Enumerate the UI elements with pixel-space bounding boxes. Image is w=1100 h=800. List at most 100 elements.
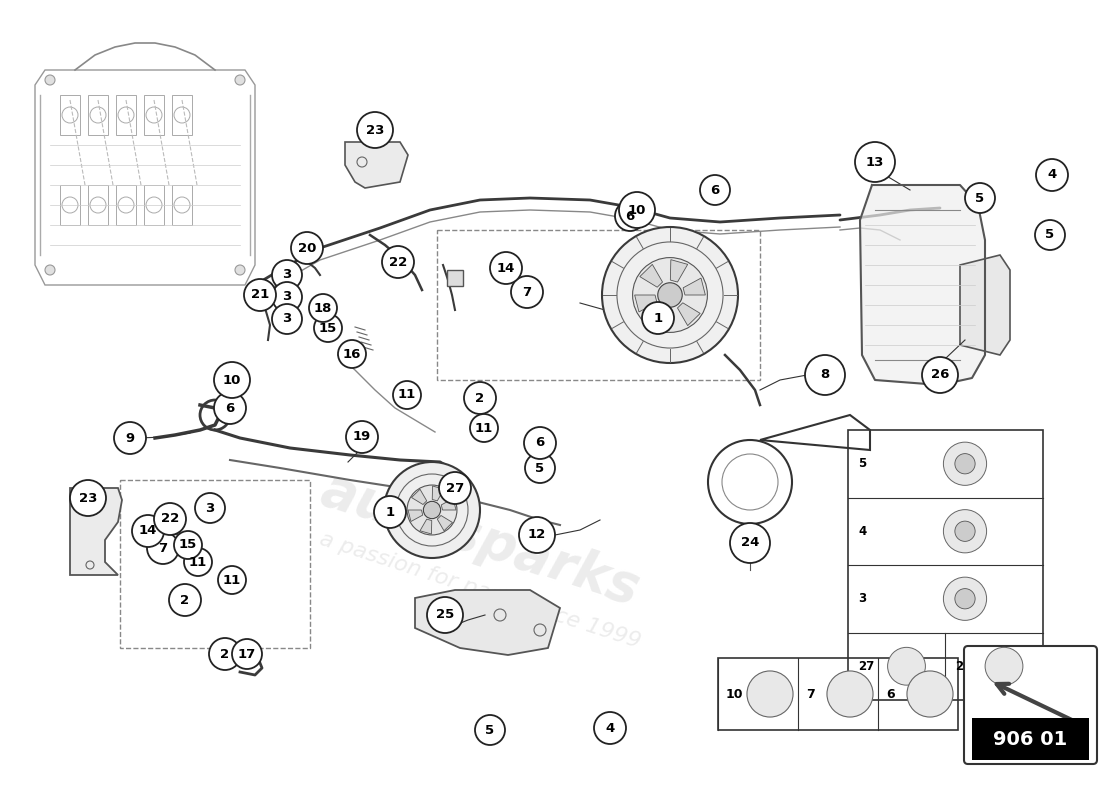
Text: 24: 24 bbox=[740, 537, 759, 550]
Circle shape bbox=[314, 314, 342, 342]
Circle shape bbox=[272, 260, 302, 290]
Text: 6: 6 bbox=[626, 210, 635, 222]
Polygon shape bbox=[860, 185, 984, 385]
Text: 8: 8 bbox=[821, 369, 829, 382]
Circle shape bbox=[174, 531, 202, 559]
Circle shape bbox=[209, 638, 241, 670]
Polygon shape bbox=[683, 278, 705, 295]
Text: 27: 27 bbox=[446, 482, 464, 494]
Circle shape bbox=[730, 523, 770, 563]
Circle shape bbox=[393, 381, 421, 409]
Text: 4: 4 bbox=[858, 525, 867, 538]
Circle shape bbox=[407, 485, 456, 535]
Text: 20: 20 bbox=[298, 242, 316, 254]
Polygon shape bbox=[635, 295, 657, 312]
Text: 14: 14 bbox=[497, 262, 515, 274]
Circle shape bbox=[490, 252, 522, 284]
Circle shape bbox=[214, 362, 250, 398]
Text: 4: 4 bbox=[605, 722, 615, 734]
Text: 19: 19 bbox=[353, 430, 371, 443]
Circle shape bbox=[45, 265, 55, 275]
Text: 4: 4 bbox=[1047, 169, 1057, 182]
Circle shape bbox=[602, 227, 738, 363]
Text: 7: 7 bbox=[806, 687, 815, 701]
Text: 27: 27 bbox=[858, 660, 874, 673]
Polygon shape bbox=[420, 519, 432, 534]
Polygon shape bbox=[438, 515, 452, 530]
Text: 22: 22 bbox=[389, 255, 407, 269]
Circle shape bbox=[132, 515, 164, 547]
Circle shape bbox=[908, 671, 953, 717]
Text: 2: 2 bbox=[475, 391, 485, 405]
Text: 5: 5 bbox=[485, 723, 495, 737]
Circle shape bbox=[700, 175, 730, 205]
Text: 9: 9 bbox=[125, 431, 134, 445]
Text: 14: 14 bbox=[139, 525, 157, 538]
Circle shape bbox=[955, 521, 975, 542]
Text: 7: 7 bbox=[158, 542, 167, 554]
Text: 21: 21 bbox=[251, 289, 270, 302]
Circle shape bbox=[154, 503, 186, 535]
Polygon shape bbox=[411, 490, 427, 505]
Text: 6: 6 bbox=[536, 437, 544, 450]
Text: 11: 11 bbox=[189, 555, 207, 569]
Text: 10: 10 bbox=[628, 203, 646, 217]
Text: 11: 11 bbox=[223, 574, 241, 586]
Circle shape bbox=[424, 502, 441, 518]
Circle shape bbox=[986, 647, 1023, 685]
Polygon shape bbox=[960, 255, 1010, 355]
Circle shape bbox=[922, 357, 958, 393]
Text: 23: 23 bbox=[79, 491, 97, 505]
Circle shape bbox=[195, 493, 226, 523]
Circle shape bbox=[218, 566, 246, 594]
Circle shape bbox=[470, 414, 498, 442]
Circle shape bbox=[244, 279, 276, 311]
Circle shape bbox=[292, 232, 323, 264]
Text: 18: 18 bbox=[314, 302, 332, 314]
Circle shape bbox=[632, 258, 707, 333]
Bar bbox=[165, 520, 179, 534]
Text: 26: 26 bbox=[931, 369, 949, 382]
Text: 25: 25 bbox=[436, 609, 454, 622]
Circle shape bbox=[512, 276, 543, 308]
Text: 5: 5 bbox=[536, 462, 544, 474]
Text: 16: 16 bbox=[343, 347, 361, 361]
Text: 10: 10 bbox=[726, 687, 744, 701]
Circle shape bbox=[382, 246, 414, 278]
Polygon shape bbox=[670, 260, 688, 282]
Text: 2: 2 bbox=[180, 594, 189, 606]
Text: 17: 17 bbox=[238, 647, 256, 661]
Circle shape bbox=[747, 671, 793, 717]
Circle shape bbox=[524, 427, 556, 459]
Circle shape bbox=[272, 282, 302, 312]
Polygon shape bbox=[70, 488, 122, 575]
Text: a passion for parts since 1999: a passion for parts since 1999 bbox=[317, 529, 644, 651]
Circle shape bbox=[888, 647, 925, 685]
Text: 2: 2 bbox=[220, 647, 230, 661]
Text: 3: 3 bbox=[283, 313, 292, 326]
Text: autosparks: autosparks bbox=[315, 464, 646, 616]
Circle shape bbox=[45, 75, 55, 85]
Circle shape bbox=[169, 584, 201, 616]
FancyBboxPatch shape bbox=[964, 646, 1097, 764]
Text: 10: 10 bbox=[223, 374, 241, 386]
Text: 3: 3 bbox=[283, 269, 292, 282]
Circle shape bbox=[147, 532, 179, 564]
Bar bbox=[447, 270, 463, 286]
Text: 6: 6 bbox=[226, 402, 234, 414]
Circle shape bbox=[70, 480, 106, 516]
Polygon shape bbox=[415, 590, 560, 655]
Circle shape bbox=[338, 340, 366, 368]
Circle shape bbox=[944, 442, 987, 486]
Circle shape bbox=[525, 453, 556, 483]
Polygon shape bbox=[652, 308, 670, 330]
Circle shape bbox=[114, 422, 146, 454]
Circle shape bbox=[615, 201, 645, 231]
Text: 7: 7 bbox=[522, 286, 531, 298]
Circle shape bbox=[346, 421, 378, 453]
Circle shape bbox=[439, 472, 471, 504]
Text: 1: 1 bbox=[653, 311, 662, 325]
Circle shape bbox=[358, 112, 393, 148]
Circle shape bbox=[427, 597, 463, 633]
Circle shape bbox=[827, 671, 873, 717]
